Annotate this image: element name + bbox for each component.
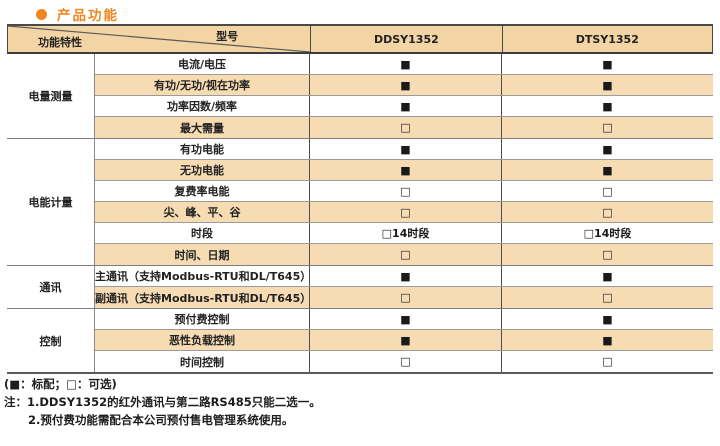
corner-label-feature: 功能特性 bbox=[38, 36, 82, 49]
value-cell: □ bbox=[602, 291, 613, 304]
feature-group: 电量测量 电流/电压 ■ ■ 有功/无功/视在功率 ■ ■ 功率因数/频率 ■ ■ 最大需量 □ □ bbox=[7, 54, 713, 139]
table-row: 恶性负载控制 ■ ■ bbox=[95, 330, 713, 351]
table-row: 无功电能 ■ ■ bbox=[95, 160, 713, 181]
value-cell: ■ bbox=[602, 142, 613, 156]
value-cell: ■ bbox=[602, 312, 613, 326]
feature-cell: 时间、日期 bbox=[95, 244, 310, 265]
group-rows: 预付费控制 ■ ■ 恶性负载控制 ■ ■ 时间控制 □ □ bbox=[95, 309, 713, 372]
value-cell: □14时段 bbox=[583, 227, 632, 240]
table-header-row: 型号 功能特性 DDSY1352 DTSY1352 bbox=[7, 24, 713, 54]
column-header-dtsy1352: DTSY1352 bbox=[501, 26, 712, 52]
value-cell: ■ bbox=[310, 330, 502, 350]
table-row: 最大需量 □ □ bbox=[95, 117, 713, 138]
section-title-text: 产品功能 bbox=[57, 8, 119, 24]
group-rows: 有功电能 ■ ■ 无功电能 ■ ■ 复费率电能 □ □ 尖、峰、平、谷 □ □ 时段 □14时段 □14时段… bbox=[95, 139, 713, 265]
feature-cell: 复费率电能 bbox=[95, 181, 310, 201]
value-cell: □14时段 bbox=[310, 223, 502, 243]
value-cell: ■ bbox=[602, 333, 613, 347]
value-cell: ■ bbox=[602, 78, 613, 92]
table-row: 副通讯（支持Modbus-RTU和DL/T645） □ □ bbox=[95, 287, 713, 308]
value-cell: □ bbox=[602, 355, 613, 368]
group-rows: 电流/电压 ■ ■ 有功/无功/视在功率 ■ ■ 功率因数/频率 ■ ■ 最大需量 □ □ bbox=[95, 54, 713, 138]
value-cell: ■ bbox=[310, 160, 502, 180]
value-cell: ■ bbox=[310, 54, 502, 74]
value-cell: ■ bbox=[602, 57, 613, 71]
diagonal-corner-cell: 型号 功能特性 bbox=[8, 26, 310, 52]
value-cell: □ bbox=[310, 351, 502, 372]
value-cell: □ bbox=[310, 181, 502, 201]
feature-cell: 电流/电压 bbox=[95, 54, 310, 74]
value-cell: □ bbox=[602, 121, 613, 134]
table-row: 有功电能 ■ ■ bbox=[95, 139, 713, 160]
feature-cell: 有功电能 bbox=[95, 139, 310, 159]
value-cell: □ bbox=[310, 202, 502, 222]
table-row: 主通讯（支持Modbus-RTU和DL/T645） ■ ■ bbox=[95, 266, 713, 287]
feature-cell: 时段 bbox=[95, 223, 310, 243]
diagonal-line bbox=[8, 26, 310, 52]
feature-cell: 最大需量 bbox=[95, 117, 310, 138]
feature-group: 通讯 主通讯（支持Modbus-RTU和DL/T645） ■ ■ 副通讯（支持Modbu… bbox=[7, 266, 713, 309]
feature-cell: 尖、峰、平、谷 bbox=[95, 202, 310, 222]
footer-notes: (■：标配；□：可选) 注：1.DDSY1352的红外通讯与第二路RS485只能… bbox=[4, 375, 321, 429]
feature-cell: 无功电能 bbox=[95, 160, 310, 180]
value-cell: ■ bbox=[310, 309, 502, 329]
note-line-1: 注：1.DDSY1352的红外通讯与第二路RS485只能二选一。 bbox=[4, 395, 321, 409]
group-category-cell: 电量测量 bbox=[7, 54, 95, 138]
value-cell: ■ bbox=[310, 75, 502, 95]
value-cell: ■ bbox=[310, 139, 502, 159]
bullet-icon bbox=[36, 8, 47, 20]
value-cell: □ bbox=[602, 248, 613, 261]
table-row: 复费率电能 □ □ bbox=[95, 181, 713, 202]
feature-cell: 主通讯（支持Modbus-RTU和DL/T645） bbox=[95, 266, 311, 286]
section-title: 产品功能 bbox=[36, 4, 119, 24]
note-line-2: 2.预付费功能需配合本公司预付售电管理系统使用。 bbox=[28, 413, 294, 427]
group-category-cell: 通讯 bbox=[7, 266, 95, 308]
feature-cell: 功率因数/频率 bbox=[95, 96, 310, 116]
value-cell: □ bbox=[310, 287, 502, 308]
value-cell: ■ bbox=[310, 266, 502, 286]
table-row: 时段 □14时段 □14时段 bbox=[95, 223, 713, 244]
table-row: 尖、峰、平、谷 □ □ bbox=[95, 202, 713, 223]
feature-cell: 副通讯（支持Modbus-RTU和DL/T645） bbox=[95, 287, 311, 308]
table-row: 有功/无功/视在功率 ■ ■ bbox=[95, 75, 713, 96]
table-body: 电量测量 电流/电压 ■ ■ 有功/无功/视在功率 ■ ■ 功率因数/频率 ■ ■ 最大需量 □ □ 电能… bbox=[7, 54, 713, 374]
feature-cell: 恶性负载控制 bbox=[95, 330, 310, 350]
feature-cell: 有功/无功/视在功率 bbox=[95, 75, 310, 95]
column-header-ddsy1352: DDSY1352 bbox=[310, 26, 501, 52]
feature-group: 控制 预付费控制 ■ ■ 恶性负载控制 ■ ■ 时间控制 □ □ bbox=[7, 309, 713, 372]
table-row: 功率因数/频率 ■ ■ bbox=[95, 96, 713, 117]
value-cell: ■ bbox=[602, 99, 613, 113]
feature-cell: 时间控制 bbox=[95, 351, 310, 372]
value-cell: □ bbox=[602, 205, 613, 219]
value-cell: ■ bbox=[602, 163, 613, 177]
value-cell: □ bbox=[310, 117, 502, 138]
feature-group: 电能计量 有功电能 ■ ■ 无功电能 ■ ■ 复费率电能 □ □ 尖、峰、平、谷 □ □ 时段 □14时段 □… bbox=[7, 139, 713, 266]
value-cell: ■ bbox=[602, 269, 613, 283]
legend-line: (■：标配；□：可选) bbox=[4, 377, 117, 391]
value-cell: ■ bbox=[310, 96, 502, 116]
corner-label-model: 型号 bbox=[216, 30, 239, 43]
value-cell: □ bbox=[310, 244, 502, 265]
feature-cell: 预付费控制 bbox=[95, 309, 310, 329]
group-category-cell: 电能计量 bbox=[7, 139, 95, 265]
table-row: 时间、日期 □ □ bbox=[95, 244, 713, 265]
group-rows: 主通讯（支持Modbus-RTU和DL/T645） ■ ■ 副通讯（支持Modbus-… bbox=[95, 266, 713, 308]
value-cell: □ bbox=[602, 184, 613, 198]
table-row: 电流/电压 ■ ■ bbox=[95, 54, 713, 75]
group-category-cell: 控制 bbox=[7, 309, 95, 372]
table-row: 时间控制 □ □ bbox=[95, 351, 713, 372]
product-feature-table: 型号 功能特性 DDSY1352 DTSY1352 电量测量 电流/电压 ■ ■ 有功/… bbox=[7, 24, 713, 374]
table-row: 预付费控制 ■ ■ bbox=[95, 309, 713, 330]
